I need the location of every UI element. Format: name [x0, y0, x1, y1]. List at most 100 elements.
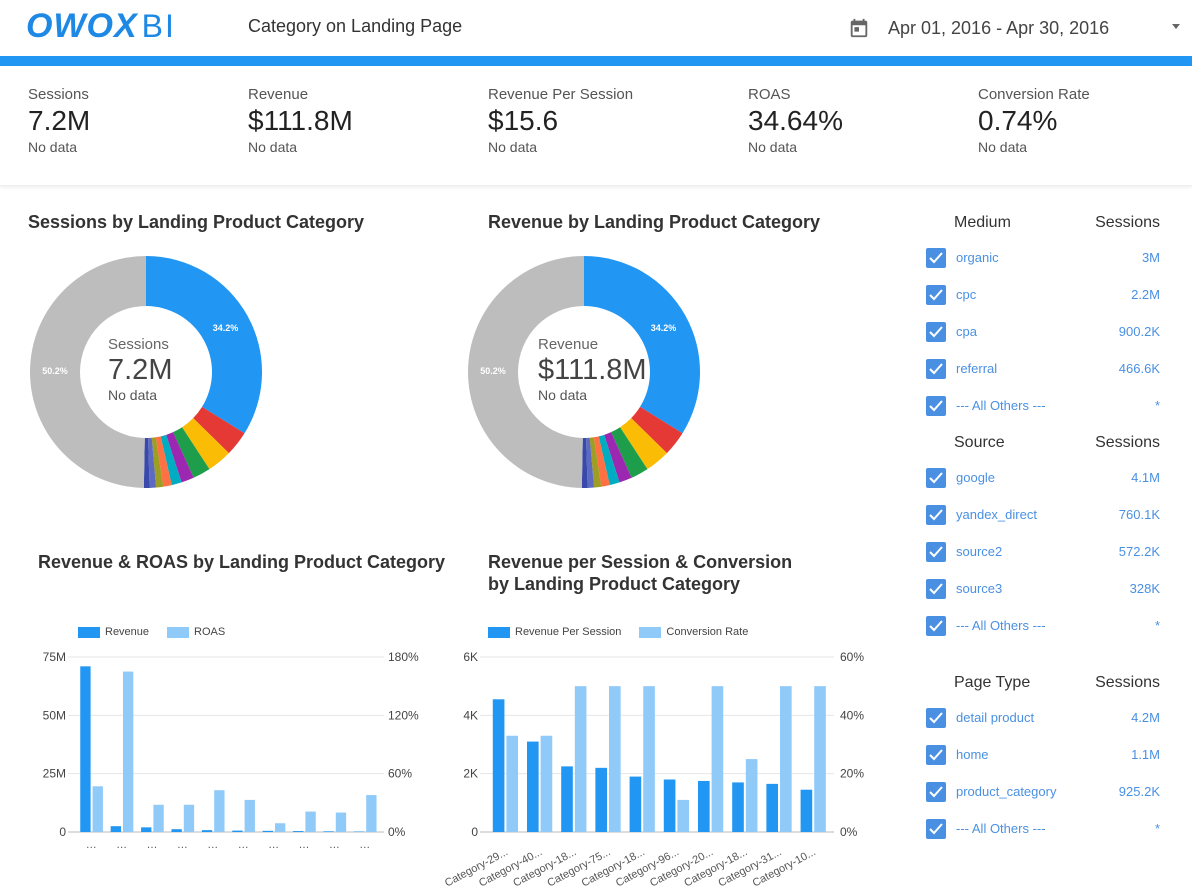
- date-range-picker[interactable]: Apr 01, 2016 - Apr 30, 2016: [848, 12, 1188, 44]
- bar-secondary[interactable]: [214, 790, 225, 832]
- bar-primary[interactable]: [141, 827, 152, 832]
- bar-primary[interactable]: [492, 699, 505, 832]
- chevron-down-icon[interactable]: [1172, 24, 1180, 29]
- filter-row-source[interactable]: google 4.1M: [924, 464, 1164, 501]
- donut-slice[interactable]: [598, 434, 620, 486]
- legend-item-roas[interactable]: ROAS: [167, 626, 225, 638]
- legend-item-conversion-rate[interactable]: Conversion Rate: [639, 626, 748, 638]
- filter-row-page_type[interactable]: --- All Others --- *: [924, 815, 1164, 852]
- bar-primary[interactable]: [526, 741, 539, 832]
- checkbox-checked-icon[interactable]: [926, 468, 946, 488]
- legend-item-revenue[interactable]: Revenue: [78, 626, 149, 638]
- rps-conversion-bar-chart[interactable]: 0 0%2K 20%4K 40%6K 60%Category-29...Category…: [420, 640, 880, 891]
- checkbox-checked-icon[interactable]: [926, 579, 946, 599]
- checkbox-checked-icon[interactable]: [926, 819, 946, 839]
- bar-primary[interactable]: [697, 780, 710, 832]
- filter-item-name[interactable]: home: [956, 747, 989, 762]
- bar-secondary[interactable]: [506, 735, 519, 832]
- filter-item-name[interactable]: yandex_direct: [956, 507, 1037, 522]
- filter-item-name[interactable]: --- All Others ---: [956, 821, 1046, 836]
- filter-item-name[interactable]: source3: [956, 581, 1003, 596]
- sessions-donut-chart[interactable]: 34.2% 50.2%: [28, 254, 264, 490]
- checkbox-checked-icon[interactable]: [926, 505, 946, 525]
- donut-slice[interactable]: [151, 437, 164, 488]
- bar-secondary[interactable]: [711, 686, 724, 832]
- filter-row-source[interactable]: source3 328K: [924, 575, 1164, 612]
- donut-slice[interactable]: [166, 432, 194, 483]
- filter-row-medium[interactable]: referral 466.6K: [924, 355, 1164, 392]
- checkbox-checked-icon[interactable]: [926, 396, 946, 416]
- bar-primary[interactable]: [595, 767, 608, 832]
- bar-secondary[interactable]: [335, 812, 347, 832]
- filter-item-name[interactable]: google: [956, 470, 996, 485]
- bar-primary[interactable]: [629, 776, 642, 832]
- donut-slice[interactable]: [155, 436, 172, 487]
- checkbox-checked-icon[interactable]: [926, 542, 946, 562]
- checkbox-checked-icon[interactable]: [926, 359, 946, 379]
- filter-row-medium[interactable]: organic 3M: [924, 244, 1164, 281]
- donut-slice[interactable]: [182, 418, 229, 470]
- donut-slice[interactable]: [586, 437, 595, 488]
- filter-row-source[interactable]: --- All Others --- *: [924, 612, 1164, 649]
- revenue-donut-chart[interactable]: 34.2% 50.2%: [466, 254, 702, 490]
- bar-secondary[interactable]: [814, 686, 826, 832]
- filter-item-name[interactable]: source2: [956, 544, 1003, 559]
- filter-item-name[interactable]: organic: [956, 250, 999, 265]
- checkbox-checked-icon[interactable]: [926, 285, 946, 305]
- donut-slice[interactable]: [146, 256, 262, 434]
- filter-item-name[interactable]: detail product: [956, 710, 1035, 725]
- filter-row-medium[interactable]: cpc 2.2M: [924, 281, 1164, 318]
- bar-primary[interactable]: [201, 830, 213, 832]
- donut-slice[interactable]: [620, 418, 667, 470]
- bar-secondary[interactable]: [574, 686, 587, 832]
- bar-primary[interactable]: [232, 830, 243, 832]
- revenue-roas-bar-chart[interactable]: 0 0%25M 60%50M 120%75M 180%…………………………: [0, 640, 440, 891]
- checkbox-checked-icon[interactable]: [926, 782, 946, 802]
- bar-primary[interactable]: [766, 783, 779, 832]
- bar-primary[interactable]: [561, 766, 573, 832]
- filter-item-name[interactable]: --- All Others ---: [956, 398, 1046, 413]
- donut-slice[interactable]: [173, 427, 210, 478]
- bar-secondary[interactable]: [366, 795, 377, 832]
- filter-row-page_type[interactable]: detail product 4.2M: [924, 704, 1164, 741]
- bar-secondary[interactable]: [745, 759, 758, 832]
- filter-row-source[interactable]: yandex_direct 760.1K: [924, 501, 1164, 538]
- bar-secondary[interactable]: [677, 799, 690, 832]
- filter-row-medium[interactable]: --- All Others --- *: [924, 392, 1164, 429]
- bar-primary[interactable]: [171, 829, 182, 832]
- checkbox-checked-icon[interactable]: [926, 708, 946, 728]
- bar-secondary[interactable]: [183, 804, 195, 832]
- donut-slice[interactable]: [604, 432, 632, 483]
- donut-slice[interactable]: [193, 406, 245, 454]
- donut-slice[interactable]: [30, 256, 147, 488]
- donut-slice[interactable]: [589, 437, 602, 488]
- donut-slice[interactable]: [581, 437, 588, 488]
- bar-secondary[interactable]: [609, 686, 621, 832]
- bar-secondary[interactable]: [122, 671, 134, 832]
- donut-slice[interactable]: [631, 406, 683, 454]
- filter-row-medium[interactable]: cpa 900.2K: [924, 318, 1164, 355]
- bar-secondary[interactable]: [244, 799, 255, 832]
- donut-slice[interactable]: [468, 256, 584, 488]
- bar-secondary[interactable]: [153, 804, 164, 832]
- bar-primary[interactable]: [110, 826, 121, 832]
- donut-slice[interactable]: [148, 437, 157, 488]
- donut-slice[interactable]: [584, 256, 700, 434]
- filter-item-name[interactable]: cpa: [956, 324, 977, 339]
- bar-primary[interactable]: [732, 782, 744, 832]
- donut-slice[interactable]: [160, 434, 182, 486]
- checkbox-checked-icon[interactable]: [926, 745, 946, 765]
- bar-primary[interactable]: [262, 830, 273, 832]
- donut-slice[interactable]: [611, 427, 648, 478]
- bar-primary[interactable]: [293, 831, 304, 832]
- checkbox-checked-icon[interactable]: [926, 616, 946, 636]
- bar-secondary[interactable]: [92, 786, 103, 832]
- filter-row-page_type[interactable]: product_category 925.2K: [924, 778, 1164, 815]
- bar-primary[interactable]: [663, 779, 676, 833]
- filter-item-name[interactable]: product_category: [956, 784, 1057, 799]
- bar-primary[interactable]: [800, 789, 813, 832]
- legend-item-revenue-per-session[interactable]: Revenue Per Session: [488, 626, 621, 638]
- checkbox-checked-icon[interactable]: [926, 322, 946, 342]
- bar-secondary[interactable]: [274, 823, 286, 832]
- filter-row-source[interactable]: source2 572.2K: [924, 538, 1164, 575]
